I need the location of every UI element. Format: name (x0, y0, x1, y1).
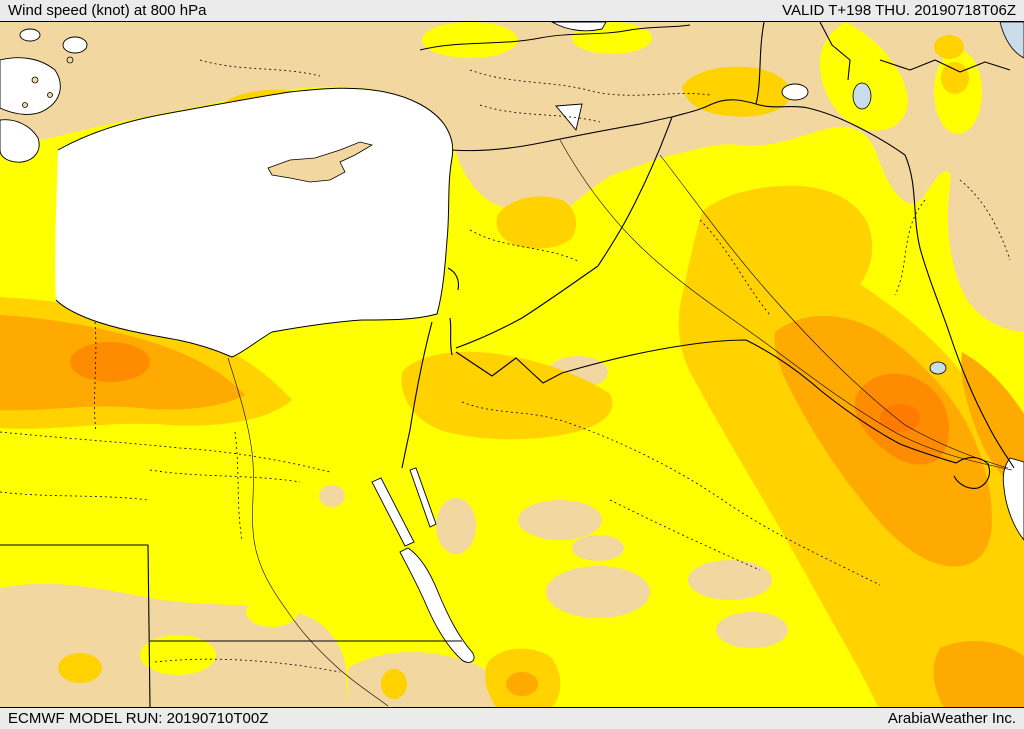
black-sea-coastline (419, 24, 691, 51)
footer-bar: ECMWF MODEL RUN: 20190710T00Z ArabiaWeat… (0, 707, 1024, 729)
weather-map (0, 22, 1024, 707)
euphrates-river (559, 139, 1013, 471)
water-bodies (371, 22, 1024, 663)
lake-van (781, 83, 809, 101)
cyprus-island (267, 141, 374, 183)
header-bar: Wind speed (knot) at 800 hPa VALID T+198… (0, 0, 1024, 22)
country-borders (0, 22, 1015, 707)
red-sea (399, 547, 475, 663)
admin-boundaries-dotted (0, 59, 1011, 673)
nile-river (227, 357, 389, 707)
brand-label: ArabiaWeather Inc. (887, 710, 1016, 727)
lake-urmia (852, 82, 872, 110)
caspian-corner (999, 22, 1024, 59)
small-lake (929, 361, 947, 375)
persian-gulf (1002, 457, 1024, 541)
model-run-label: ECMWF MODEL RUN: 20190710T00Z (8, 710, 269, 727)
tigris-river (659, 154, 1009, 469)
gulf-of-aqaba (409, 467, 437, 528)
valid-time-label: VALID T+198 THU. 20190718T06Z (782, 2, 1016, 19)
aegean-islands (22, 56, 74, 108)
rivers (227, 139, 1013, 707)
map-area (0, 22, 1024, 707)
gulf-of-suez (371, 477, 415, 547)
map-title: Wind speed (knot) at 800 hPa (8, 2, 207, 19)
black-sea-tip (551, 22, 607, 32)
